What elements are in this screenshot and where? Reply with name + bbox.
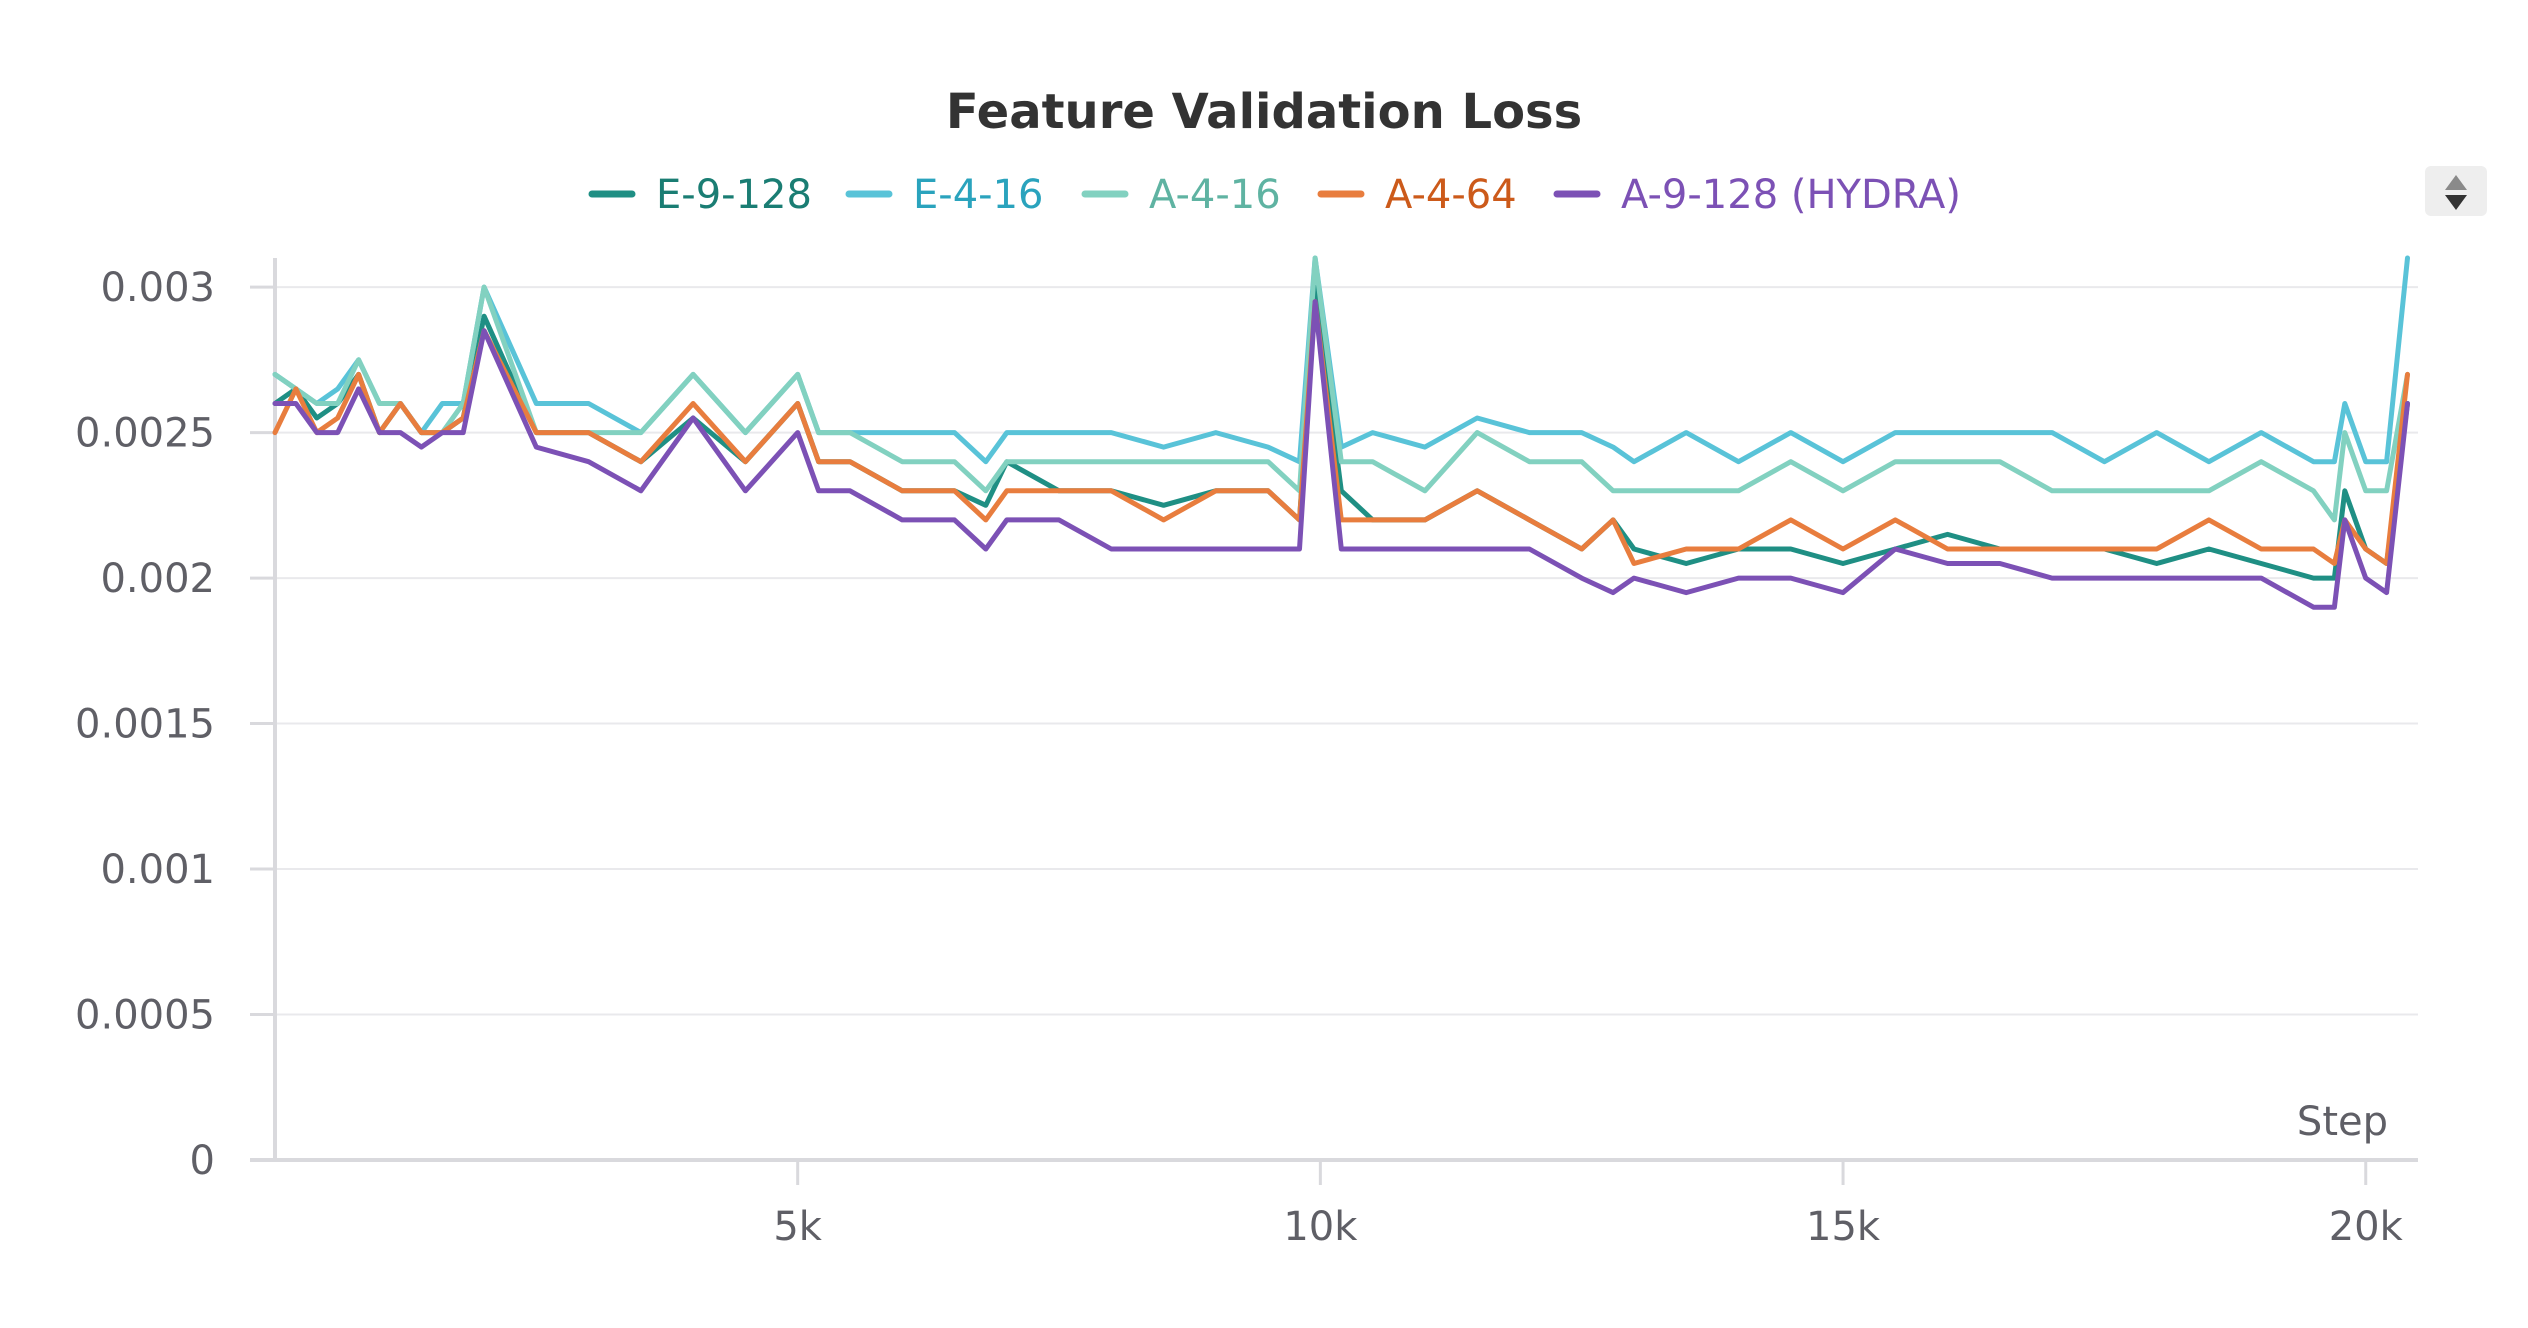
x-tick-label: 15k	[1806, 1204, 1881, 1250]
legend-item[interactable]: A-9-128 (HYDRA)	[1553, 172, 1961, 218]
y-tick-label: 0.0015	[75, 702, 215, 748]
plot-area	[272, 255, 2410, 610]
y-tick-label: 0	[190, 1138, 215, 1184]
y-tick-label: 0.003	[100, 265, 215, 311]
legend-label: A-4-16	[1149, 172, 1281, 218]
legend-label: A-9-128 (HYDRA)	[1621, 172, 1961, 218]
scroll-down-icon[interactable]	[2445, 195, 2467, 210]
y-tick-label: 0.001	[100, 847, 215, 893]
scroll-up-icon[interactable]	[2445, 175, 2467, 190]
x-tick-label: 5k	[773, 1204, 822, 1250]
legend-scroll-background[interactable]	[2425, 166, 2487, 216]
chart-title: Feature Validation Loss	[946, 84, 1582, 140]
y-axis-ticks: 0 0.0005 0.001 0.0015 0.002 0.0025 0.003	[75, 265, 275, 1184]
legend-item[interactable]: E-9-128	[588, 172, 812, 218]
axes	[250, 258, 2418, 1162]
series-line-2	[272, 255, 2410, 523]
y-tick-label: 0.0005	[75, 993, 215, 1039]
y-tick-label: 0.002	[100, 556, 215, 602]
x-axis-ticks: 5k 10k 15k 20k	[773, 1160, 2404, 1250]
legend-item[interactable]: A-4-16	[1081, 172, 1281, 218]
legend: E-9-128 E-4-16 A-4-16 A-4-64 A-9-128 (HYDRA)	[588, 172, 1961, 218]
legend-label: E-4-16	[913, 172, 1044, 218]
series-line-4	[272, 299, 2410, 610]
legend-label: A-4-64	[1385, 172, 1517, 218]
legend-item[interactable]: A-4-64	[1317, 172, 1517, 218]
legend-item[interactable]: E-4-16	[845, 172, 1044, 218]
x-tick-label: 10k	[1283, 1204, 1358, 1250]
x-tick-label: 20k	[2329, 1204, 2404, 1250]
legend-scroll-control[interactable]	[2425, 166, 2487, 216]
legend-label: E-9-128	[656, 172, 812, 218]
x-axis-label: Step	[2297, 1099, 2388, 1145]
y-tick-label: 0.0025	[75, 411, 215, 457]
